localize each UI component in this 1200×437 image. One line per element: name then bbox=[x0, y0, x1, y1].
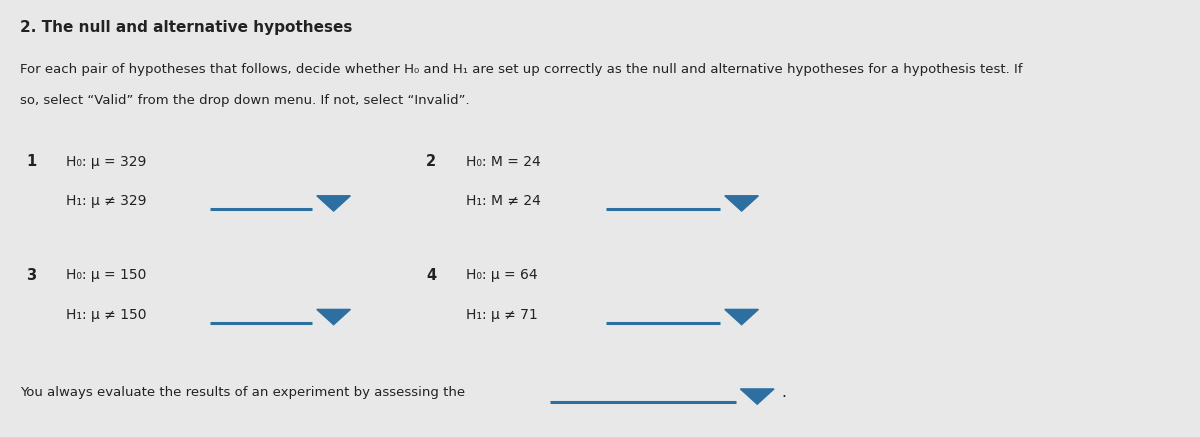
Text: H₀: M = 24: H₀: M = 24 bbox=[466, 155, 540, 169]
Text: 2: 2 bbox=[426, 154, 436, 169]
Polygon shape bbox=[317, 196, 350, 211]
Text: For each pair of hypotheses that follows, decide whether H₀ and H₁ are set up co: For each pair of hypotheses that follows… bbox=[20, 63, 1022, 76]
Text: H₀: μ = 329: H₀: μ = 329 bbox=[66, 155, 146, 169]
Text: H₁: μ ≠ 150: H₁: μ ≠ 150 bbox=[66, 308, 146, 322]
Polygon shape bbox=[725, 309, 758, 325]
Polygon shape bbox=[740, 389, 774, 404]
Polygon shape bbox=[317, 309, 350, 325]
Text: 3: 3 bbox=[26, 268, 36, 283]
Text: H₁: μ ≠ 329: H₁: μ ≠ 329 bbox=[66, 194, 146, 208]
Text: H₀: μ = 150: H₀: μ = 150 bbox=[66, 268, 146, 282]
Text: 2. The null and alternative hypotheses: 2. The null and alternative hypotheses bbox=[20, 20, 353, 35]
Text: so, select “Valid” from the drop down menu. If not, select “Invalid”.: so, select “Valid” from the drop down me… bbox=[20, 94, 470, 107]
Polygon shape bbox=[725, 196, 758, 211]
Text: H₀: μ = 64: H₀: μ = 64 bbox=[466, 268, 538, 282]
Text: 1: 1 bbox=[26, 154, 37, 169]
Text: H₁: M ≠ 24: H₁: M ≠ 24 bbox=[466, 194, 540, 208]
Text: You always evaluate the results of an experiment by assessing the: You always evaluate the results of an ex… bbox=[20, 386, 466, 399]
Text: .: . bbox=[781, 385, 786, 400]
Text: 4: 4 bbox=[426, 268, 436, 283]
Text: H₁: μ ≠ 71: H₁: μ ≠ 71 bbox=[466, 308, 538, 322]
